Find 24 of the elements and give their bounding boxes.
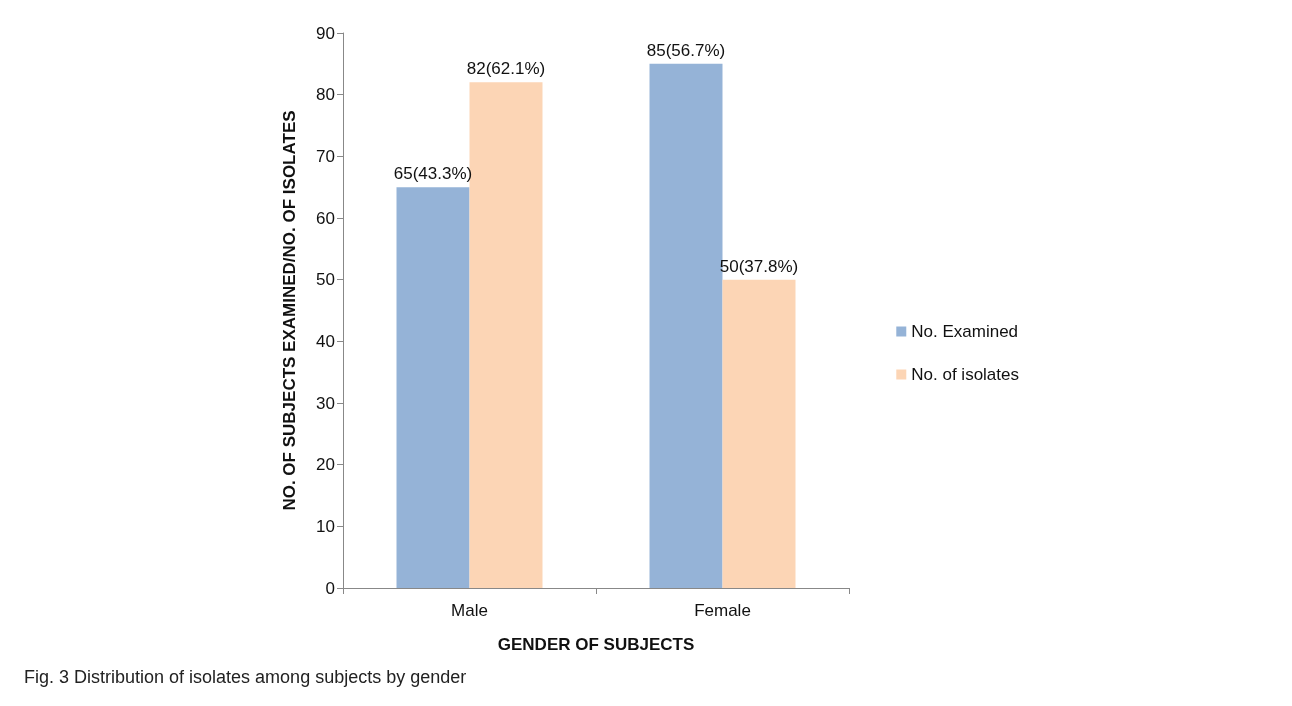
data-label: 65(43.3%) xyxy=(393,164,473,184)
legend-label: No. Examined xyxy=(911,322,1019,341)
y-tick-label: 80 xyxy=(316,85,335,105)
y-tick-label: 30 xyxy=(316,393,335,413)
y-tick-label: 10 xyxy=(316,516,335,536)
y-tick-label: 60 xyxy=(316,208,335,228)
data-label: 50(37.8%) xyxy=(719,256,799,276)
x-tick-label: Female xyxy=(694,601,751,620)
y-tick-label: 20 xyxy=(316,455,335,475)
x-tick-label: Male xyxy=(451,601,488,620)
y-tick-label: 40 xyxy=(316,331,335,351)
legend-label: No. of isolates xyxy=(911,365,1020,384)
y-tick-label: 70 xyxy=(316,146,335,166)
y-tick-label: 0 xyxy=(325,578,335,598)
bar xyxy=(396,187,470,588)
bar xyxy=(722,279,796,588)
y-axis-title: NO. OF SUBJECTS EXAMINED/NO. OF ISOLATES xyxy=(280,110,299,511)
bar xyxy=(469,82,543,588)
caption: Fig. 3 Distribution of isolates among subjects by gender xyxy=(24,667,467,687)
x-axis-title: GENDER OF SUBJECTS xyxy=(497,635,695,654)
data-label: 82(62.1%) xyxy=(466,59,546,79)
data-label: 85(56.7%) xyxy=(646,40,726,60)
y-tick-label: 50 xyxy=(316,270,335,290)
y-tick-label: 90 xyxy=(316,23,335,43)
